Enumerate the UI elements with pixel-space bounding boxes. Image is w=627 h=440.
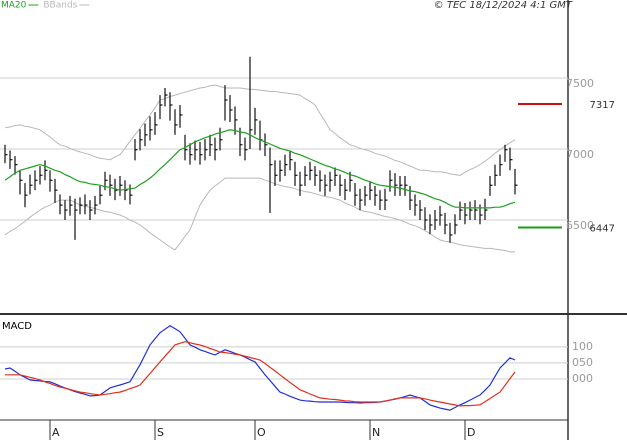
legend-label: MA20 [1,1,27,11]
macd-line [4,324,516,411]
macd-line [5,341,516,407]
x-tick-label: D [467,426,475,439]
x-tick-label: A [52,426,60,439]
y-tick-label: 100 [572,340,593,353]
credit: © TEC 18/12/2024 4:1 GMT [434,0,573,11]
x-tick-label: N [372,426,380,439]
y-tick-label: 7500 [566,77,594,90]
y-tick-label: 7000 [566,148,594,161]
macd-title: MACD [2,321,32,332]
y-tick-label: 050 [572,356,593,369]
level-label: 6447 [590,224,615,235]
x-tick-label: S [157,426,164,439]
y-tick-label: 000 [572,372,593,385]
moving-average [4,129,516,209]
x-tick-label: O [257,426,266,439]
legend-label: BBands [43,1,77,11]
level-label: 7317 [590,100,615,111]
bband-upper [4,84,516,176]
y-tick-label: 6500 [566,219,594,232]
